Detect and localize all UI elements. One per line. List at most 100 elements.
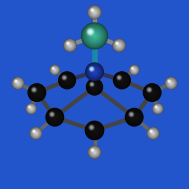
Circle shape bbox=[31, 87, 37, 93]
Circle shape bbox=[35, 91, 38, 94]
Circle shape bbox=[29, 106, 34, 111]
Circle shape bbox=[93, 85, 96, 88]
Circle shape bbox=[132, 68, 133, 69]
Circle shape bbox=[90, 148, 99, 157]
Circle shape bbox=[91, 9, 94, 12]
Circle shape bbox=[157, 108, 158, 109]
Circle shape bbox=[93, 11, 96, 14]
Circle shape bbox=[149, 129, 154, 134]
Circle shape bbox=[64, 77, 70, 83]
Circle shape bbox=[33, 88, 41, 97]
Circle shape bbox=[51, 113, 53, 115]
Circle shape bbox=[48, 111, 56, 118]
Circle shape bbox=[53, 116, 56, 119]
Circle shape bbox=[90, 147, 99, 157]
Circle shape bbox=[89, 146, 100, 158]
Circle shape bbox=[134, 69, 135, 70]
Circle shape bbox=[88, 146, 101, 158]
Circle shape bbox=[130, 66, 138, 74]
Circle shape bbox=[28, 106, 31, 108]
Circle shape bbox=[27, 104, 36, 113]
Circle shape bbox=[149, 129, 157, 138]
Circle shape bbox=[150, 91, 154, 95]
Circle shape bbox=[90, 31, 91, 33]
Circle shape bbox=[149, 130, 157, 137]
Circle shape bbox=[33, 130, 35, 132]
Circle shape bbox=[167, 79, 175, 88]
Circle shape bbox=[89, 67, 100, 77]
Circle shape bbox=[130, 113, 133, 116]
Circle shape bbox=[94, 35, 95, 37]
Circle shape bbox=[151, 132, 155, 135]
Circle shape bbox=[88, 30, 101, 42]
Circle shape bbox=[170, 82, 173, 85]
Circle shape bbox=[86, 27, 95, 36]
Circle shape bbox=[84, 25, 105, 46]
Circle shape bbox=[58, 71, 76, 89]
Circle shape bbox=[167, 79, 175, 87]
Circle shape bbox=[133, 116, 136, 119]
Circle shape bbox=[116, 43, 118, 44]
Circle shape bbox=[169, 81, 173, 85]
Circle shape bbox=[88, 124, 101, 137]
Circle shape bbox=[30, 108, 32, 110]
Circle shape bbox=[50, 65, 60, 75]
Circle shape bbox=[63, 76, 66, 79]
Circle shape bbox=[115, 41, 119, 45]
Circle shape bbox=[85, 121, 104, 140]
Circle shape bbox=[28, 84, 46, 101]
Circle shape bbox=[87, 79, 102, 95]
Circle shape bbox=[154, 105, 161, 112]
Circle shape bbox=[89, 81, 100, 93]
Circle shape bbox=[32, 129, 40, 138]
Circle shape bbox=[133, 68, 136, 71]
Circle shape bbox=[147, 127, 159, 139]
Circle shape bbox=[116, 42, 122, 48]
Circle shape bbox=[93, 85, 96, 89]
Circle shape bbox=[167, 80, 175, 87]
Circle shape bbox=[155, 105, 161, 112]
Circle shape bbox=[87, 123, 102, 138]
Circle shape bbox=[151, 131, 155, 135]
Circle shape bbox=[15, 80, 21, 86]
Circle shape bbox=[156, 107, 160, 111]
Circle shape bbox=[90, 8, 99, 17]
Circle shape bbox=[89, 81, 95, 87]
Circle shape bbox=[91, 84, 93, 85]
Circle shape bbox=[50, 112, 54, 116]
Circle shape bbox=[88, 66, 101, 78]
Circle shape bbox=[12, 77, 24, 89]
Circle shape bbox=[12, 77, 24, 90]
Circle shape bbox=[59, 72, 75, 88]
Circle shape bbox=[61, 74, 73, 86]
Circle shape bbox=[119, 77, 120, 78]
Circle shape bbox=[153, 104, 163, 114]
Circle shape bbox=[92, 84, 97, 89]
Circle shape bbox=[14, 79, 18, 83]
Circle shape bbox=[31, 87, 43, 98]
Circle shape bbox=[88, 146, 101, 159]
Circle shape bbox=[132, 115, 136, 119]
Circle shape bbox=[54, 117, 55, 118]
Circle shape bbox=[91, 83, 93, 86]
Circle shape bbox=[86, 28, 103, 44]
Circle shape bbox=[132, 68, 133, 69]
Circle shape bbox=[53, 68, 56, 71]
Circle shape bbox=[88, 30, 92, 34]
Circle shape bbox=[152, 103, 163, 114]
Circle shape bbox=[120, 79, 123, 82]
Circle shape bbox=[35, 91, 39, 95]
Circle shape bbox=[128, 111, 140, 123]
Circle shape bbox=[155, 106, 157, 108]
Circle shape bbox=[67, 42, 69, 45]
Circle shape bbox=[91, 9, 94, 12]
Circle shape bbox=[89, 66, 100, 78]
Circle shape bbox=[67, 43, 73, 48]
Circle shape bbox=[91, 9, 98, 15]
Circle shape bbox=[46, 108, 64, 126]
Circle shape bbox=[26, 103, 37, 114]
Circle shape bbox=[132, 67, 137, 73]
Circle shape bbox=[90, 82, 99, 92]
Circle shape bbox=[131, 66, 135, 70]
Circle shape bbox=[92, 149, 93, 151]
